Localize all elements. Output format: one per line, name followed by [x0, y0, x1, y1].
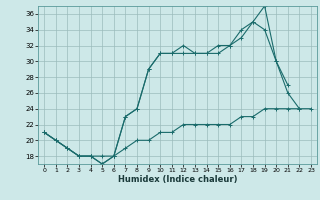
X-axis label: Humidex (Indice chaleur): Humidex (Indice chaleur) — [118, 175, 237, 184]
